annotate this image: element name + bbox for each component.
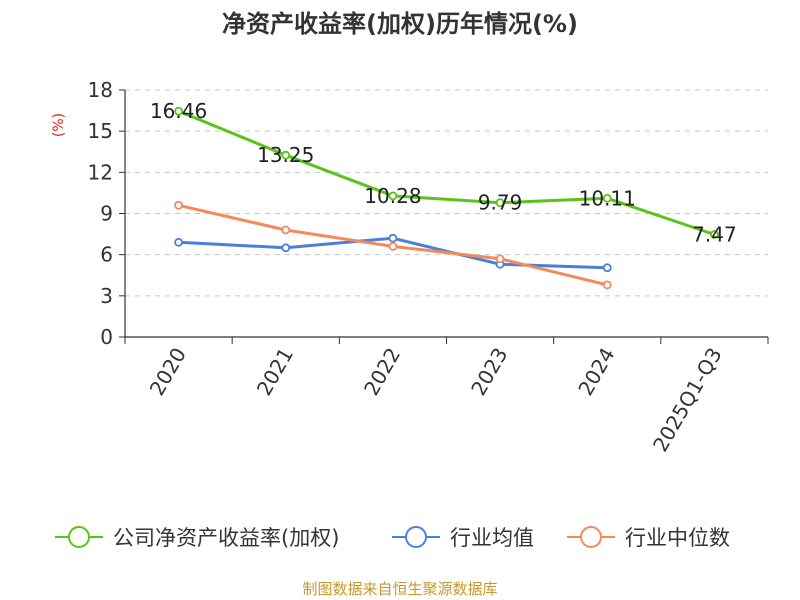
data-point <box>281 243 291 253</box>
y-tick-label: 6 <box>100 243 113 267</box>
legend-label: 行业中位数 <box>625 526 730 550</box>
data-point <box>388 242 398 251</box>
grid-lines <box>125 89 768 297</box>
x-tick-label: 2025Q1-Q3 <box>648 344 727 456</box>
data-label: 13.25 <box>257 143 314 167</box>
data-point <box>495 198 505 208</box>
source-note: 制图数据来自恒生聚源数据库 <box>302 580 497 598</box>
y-tick-label: 15 <box>88 119 113 143</box>
data-point <box>174 200 183 210</box>
y-tick-label: 3 <box>100 284 113 308</box>
data-label: 10.28 <box>364 184 421 208</box>
data-point <box>281 150 291 160</box>
x-tick-label: 2020 <box>145 344 191 400</box>
data-point <box>602 263 612 273</box>
data-point <box>710 230 719 239</box>
y-axis-unit: (%) <box>51 113 67 137</box>
y-tick-label: 12 <box>88 160 113 184</box>
x-tick-label: 2024 <box>573 344 619 400</box>
chart-title: 净资产收益率(加权)历年情况(%) <box>222 10 578 38</box>
data-point <box>602 193 612 203</box>
data-point <box>388 233 398 243</box>
y-tick-label: 0 <box>100 325 113 349</box>
data-point <box>602 280 612 290</box>
legend-label: 行业均值 <box>450 526 534 550</box>
data-point <box>495 254 505 264</box>
data-point <box>174 237 183 247</box>
legend-marker <box>580 526 602 548</box>
series-line-0 <box>178 109 715 236</box>
axes: 0 3 6 9 12 15 18 2020 2021 2022 2023 2024 2025Q1-Q3 <box>88 78 769 456</box>
data-point <box>174 106 183 116</box>
x-tick-label: 2023 <box>466 344 512 400</box>
data-label: 9.79 <box>478 191 523 215</box>
legend-marker <box>405 526 427 548</box>
data-point <box>281 225 291 235</box>
y-tick-label: 9 <box>100 202 113 226</box>
data-point <box>388 191 398 201</box>
data-label: 16.46 <box>150 99 207 123</box>
legend: 公司净资产收益率(加权) 行业均值 行业中位数 <box>55 526 730 550</box>
legend-marker <box>68 526 90 548</box>
data-label: 7.47 <box>692 222 737 246</box>
y-tick-label: 18 <box>88 78 113 102</box>
series-group <box>174 106 719 290</box>
x-tick-label: 2021 <box>252 344 298 400</box>
data-label: 10.11 <box>579 186 636 210</box>
data-labels: 16.46 13.25 10.28 9.79 10.11 7.47 <box>150 99 737 246</box>
x-tick-label: 2022 <box>359 344 405 400</box>
legend-label: 公司净资产收益率(加权) <box>113 526 339 550</box>
